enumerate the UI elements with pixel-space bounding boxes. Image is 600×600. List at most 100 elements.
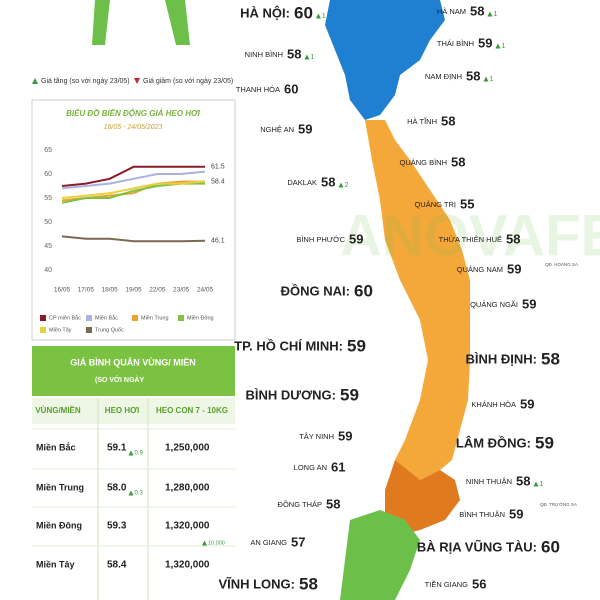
- map-south: [340, 510, 420, 600]
- piglet-price: 1,250,000: [165, 443, 210, 454]
- legend-label: Miền Trung: [141, 315, 169, 321]
- province-price: 57: [291, 534, 305, 549]
- province-name: THANH HÓA: [236, 85, 280, 94]
- province-price: 60: [294, 3, 313, 22]
- province-price: 59: [298, 121, 312, 136]
- chart-subtitle: 16/05 - 24/05/2023: [104, 124, 163, 131]
- province-price: 56: [472, 576, 486, 591]
- end-label: 61.5: [211, 164, 225, 171]
- province-price: 59: [347, 336, 366, 355]
- province-price: 58: [516, 473, 530, 488]
- province-name: HÀ NAM: [437, 7, 466, 16]
- province-name: THỪA THIÊN HUẾ: [439, 234, 502, 244]
- x-tick-label: 23/05: [173, 287, 190, 294]
- province-name: HÀ TĨNH: [407, 117, 437, 126]
- province-name: BÌNH ĐỊNH:: [466, 351, 538, 366]
- province-name: NAM ĐỊNH: [425, 72, 462, 81]
- province-name: BÌNH DƯƠNG:: [246, 387, 336, 402]
- province-change: 1: [489, 76, 493, 83]
- province-price: 58: [541, 349, 560, 368]
- table-head: HEO HƠI: [105, 406, 139, 415]
- province-change: 1: [310, 54, 314, 61]
- province-price: 58: [470, 3, 484, 18]
- province-price: 58: [321, 174, 335, 189]
- province-name: KHÁNH HÒA: [471, 400, 516, 409]
- island-label: QĐ. HOÀNG SA: [545, 261, 578, 267]
- x-tick-label: 19/05: [125, 287, 142, 294]
- legend-label: Miền Bắc: [95, 314, 118, 321]
- table-head-row: [32, 398, 235, 424]
- legend-up: Giá tăng (so với ngày 23/05): [41, 78, 130, 85]
- province-name: BÀ RỊA VŨNG TÀU:: [417, 539, 537, 554]
- legend-label: CP miền Bắc: [49, 314, 81, 321]
- series-line: [61, 235, 206, 243]
- table-header-band: [32, 346, 235, 396]
- province-price: 55: [460, 196, 474, 211]
- province-price: 59: [509, 506, 523, 521]
- map-central: [365, 120, 470, 480]
- table-head: VÙNG/MIỀN: [35, 405, 81, 415]
- y-tick-label: 55: [44, 195, 52, 202]
- legend-label: Trung Quốc: [95, 327, 124, 333]
- chart-frame: [31, 99, 236, 341]
- legend-down: Giá giảm (so với ngày 23/05): [143, 78, 233, 85]
- province-name: NINH THUẬN: [466, 477, 512, 486]
- province-price: 58: [287, 46, 301, 61]
- region: Miền Trung: [36, 482, 84, 492]
- legend-swatch: [132, 315, 138, 321]
- y-tick-label: 50: [44, 219, 52, 226]
- region: Miền Bắc: [36, 441, 76, 452]
- province-name: BÌNH PHƯỚC: [296, 235, 345, 244]
- province-price: 61: [331, 459, 345, 474]
- province-change: 2: [344, 182, 348, 189]
- province-name: AN GIANG: [250, 538, 287, 547]
- legend-label: Miền Đông: [187, 315, 214, 321]
- price-change: 0.3: [134, 491, 143, 497]
- legend-swatch: [40, 327, 46, 333]
- province-name: ĐỒNG NAI:: [281, 283, 350, 298]
- province-price: 58: [326, 496, 340, 511]
- province-price: 59: [478, 35, 492, 50]
- province-name: QUẢNG BÌNH: [399, 158, 447, 167]
- legend-swatch: [40, 315, 46, 321]
- province-price: 59: [349, 231, 363, 246]
- province-price: 59: [338, 428, 352, 443]
- up-icon: [202, 540, 207, 546]
- province-name: VĨNH LONG:: [218, 576, 295, 591]
- up-icon: [32, 78, 38, 84]
- chart-title: BIỂU ĐỒ BIẾN ĐỘNG GIÁ HEO HƠI: [66, 108, 201, 118]
- map-southeast: [385, 460, 460, 535]
- x-tick-label: 16/05: [54, 287, 71, 294]
- province-price: 60: [284, 81, 298, 96]
- island-label: QĐ. TRƯỜNG SA: [540, 501, 577, 507]
- up-icon: [495, 43, 501, 49]
- series-line: [61, 165, 205, 187]
- region: Miền Đông: [36, 520, 82, 530]
- province-price: 60: [354, 281, 373, 300]
- province-price: 59: [522, 296, 536, 311]
- up-icon: [315, 13, 321, 19]
- province-name: LÂM ĐỒNG:: [456, 435, 531, 450]
- map-north: [325, 0, 445, 120]
- price-change: 0.9: [134, 451, 143, 457]
- watermark: ANOVAFEED: [340, 203, 600, 268]
- x-tick-label: 24/05: [197, 287, 214, 294]
- province-name: HÀ NỘI:: [240, 5, 290, 20]
- table-subtitle: (SO VỚI NGÀY: [95, 375, 144, 384]
- province-name: QUẢNG NAM: [457, 265, 503, 274]
- piglet-change: 10.000: [208, 540, 225, 546]
- up-icon: [338, 182, 344, 188]
- x-tick-label: 17/05: [78, 287, 95, 294]
- up-icon: [128, 490, 134, 496]
- province-name: NGHỆ AN: [260, 125, 294, 134]
- piglet-price: 1,320,000: [165, 521, 210, 532]
- end-label: 58.4: [211, 179, 225, 186]
- y-tick-label: 60: [44, 171, 52, 178]
- province-name: TIỀN GIANG: [425, 579, 469, 589]
- province-name: QUẢNG NGÃI: [470, 300, 518, 309]
- down-icon: [134, 78, 140, 84]
- province-name: NINH BÌNH: [245, 50, 283, 59]
- province-name: LONG AN: [294, 463, 327, 472]
- y-tick-label: 45: [44, 243, 52, 250]
